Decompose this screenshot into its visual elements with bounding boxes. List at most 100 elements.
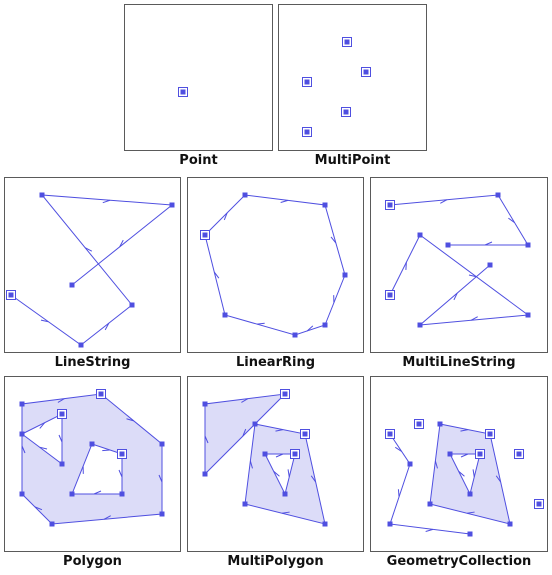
vertex-marker [69, 282, 75, 288]
direction-tick [242, 428, 247, 437]
direction-tick [119, 239, 124, 248]
linestring-panel [4, 177, 181, 353]
vertex-marker [169, 202, 175, 208]
direction-tick [470, 316, 478, 321]
vertex-marker [202, 232, 208, 238]
vertex-marker [292, 332, 298, 338]
point-caption: Point [179, 153, 218, 168]
direction-tick [102, 199, 111, 204]
vertex-marker [387, 202, 393, 208]
vertex-marker [222, 312, 228, 318]
polygon-hole [21, 413, 63, 465]
direction-tick [84, 247, 93, 252]
vertex-marker [387, 292, 393, 298]
line-path [389, 234, 530, 326]
vertex-marker [19, 431, 25, 437]
vertex-marker [8, 292, 14, 298]
direction-tick [425, 528, 434, 532]
vertex-marker [159, 441, 165, 447]
vertex-marker [262, 451, 268, 457]
direction-tick [458, 470, 465, 477]
direction-tick [467, 511, 475, 514]
direction-tick [213, 271, 220, 279]
direction-tick [34, 506, 43, 511]
direction-tick [434, 460, 438, 469]
vertex-marker [119, 491, 125, 497]
vertex-marker [495, 192, 501, 198]
vertex-marker [487, 431, 493, 437]
vertex-marker [525, 242, 531, 248]
vertex-marker [322, 202, 328, 208]
direction-tick [102, 449, 110, 452]
vertex-marker [242, 192, 248, 198]
vertex-marker [407, 461, 413, 467]
geometry-canvas [19, 389, 165, 527]
vertex-marker [282, 391, 288, 397]
vertex-marker [202, 401, 208, 407]
geometry-canvas [385, 419, 544, 537]
vertex-marker [129, 302, 135, 308]
vertex-marker [59, 461, 65, 467]
multipolygon-caption: MultiPolygon [227, 554, 324, 569]
linearring-panel [187, 177, 364, 353]
vertex-marker [387, 521, 393, 527]
direction-tick [58, 434, 63, 443]
vertex-marker [447, 451, 453, 457]
vertex-marker [525, 312, 531, 318]
direction-tick [306, 325, 314, 332]
multipoint-panel [278, 4, 427, 151]
vertex-marker [19, 491, 25, 497]
vertex-marker [304, 129, 310, 135]
polygon-caption: Polygon [63, 554, 122, 569]
direction-tick [310, 475, 317, 483]
vertex-marker [302, 431, 308, 437]
vertex-marker [119, 451, 125, 457]
direction-tick [257, 322, 265, 325]
vertex-marker [342, 272, 348, 278]
multipolygon-panel [187, 376, 364, 552]
vertex-marker [39, 192, 45, 198]
direction-tick [57, 398, 65, 403]
multilinestring-caption: MultiLineString [402, 355, 516, 370]
vertex-marker [49, 521, 55, 527]
direction-tick [273, 470, 280, 477]
direction-tick [241, 398, 249, 403]
vertex-marker [98, 391, 104, 397]
polygon-fill [430, 424, 510, 524]
vertex-marker [202, 471, 208, 477]
line-path [389, 433, 471, 535]
vertex-marker [242, 501, 248, 507]
vertex-marker [19, 401, 25, 407]
geometrycollection-caption: GeometryCollection [386, 554, 532, 569]
vertex-marker [417, 232, 423, 238]
line-path [10, 194, 174, 346]
vertex-marker [387, 431, 393, 437]
geometry-canvas [200, 192, 348, 338]
vertex-marker [180, 89, 186, 95]
geometry-canvas [178, 87, 188, 97]
geometry-canvas [6, 192, 175, 348]
direction-tick [223, 212, 228, 221]
vertex-marker [427, 501, 433, 507]
direction-tick [440, 199, 448, 204]
vertex-marker [416, 421, 422, 427]
direction-tick [282, 511, 290, 514]
direction-tick [453, 292, 458, 301]
multipoint-caption: MultiPoint [314, 153, 391, 168]
vertex-marker [363, 69, 369, 75]
vertex-marker [304, 79, 310, 85]
direction-tick [275, 453, 284, 458]
geometry-canvas [202, 389, 328, 527]
vertex-marker [59, 411, 65, 417]
direction-tick [158, 474, 163, 483]
direction-tick [275, 429, 284, 432]
vertex-marker [507, 521, 513, 527]
direction-tick [330, 236, 337, 244]
vertex-marker [467, 531, 473, 537]
vertex-marker [417, 322, 423, 328]
direction-tick [126, 418, 134, 422]
polygon-hole [449, 453, 481, 496]
direction-tick [460, 429, 469, 432]
polygon-fill [245, 424, 325, 524]
vertex-marker [445, 242, 451, 248]
